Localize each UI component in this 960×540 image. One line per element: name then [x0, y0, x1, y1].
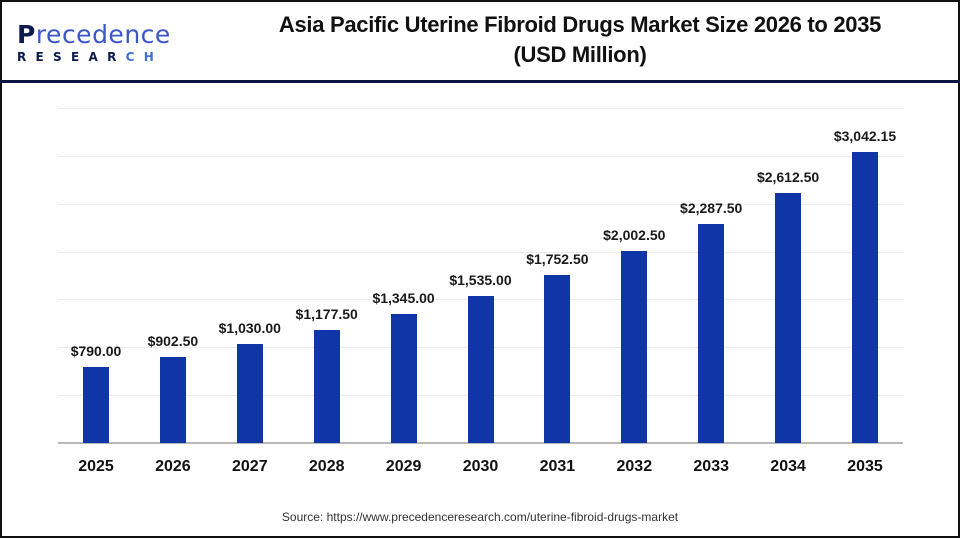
x-tick-label-2032: 2032 [616, 458, 653, 475]
logo-wordmark-rest: recedence [35, 20, 171, 49]
gridline [58, 108, 903, 109]
chart-title: Asia Pacific Uterine Fibroid Drugs Marke… [200, 10, 960, 70]
x-axis-line [58, 442, 903, 444]
x-tick-label-2026: 2026 [155, 458, 191, 475]
x-tick-label-2029: 2029 [385, 458, 422, 475]
gridline [58, 155, 903, 157]
data-label-2033: $2,287.50 [680, 200, 743, 217]
gridline [58, 203, 903, 205]
x-tick-label-2030: 2030 [462, 458, 499, 475]
bar-2035 [852, 151, 878, 443]
logo-wordmark: Precedence [17, 20, 170, 49]
bar-2026 [159, 356, 186, 443]
chart-title-line1: Asia Pacific Uterine Fibroid Drugs Marke… [278, 12, 882, 37]
logo-p-mark: P [17, 20, 36, 49]
data-label-2026: $902.50 [147, 332, 199, 349]
x-tick-label-2025: 2025 [78, 458, 114, 475]
bar-2033 [698, 224, 725, 443]
data-label-2034: $2,612.50 [756, 168, 820, 185]
header-divider [0, 80, 960, 83]
x-tick-label-2028: 2028 [308, 458, 345, 475]
x-tick-label-2033: 2033 [693, 458, 729, 475]
gridline [58, 251, 903, 253]
data-label-2031: $1,752.50 [526, 251, 589, 268]
data-label-2032: $2,002.50 [603, 227, 666, 244]
bar-2030 [467, 296, 494, 443]
logo-subtitle: RESEARCH [17, 50, 157, 64]
data-label-2028: $1,177.50 [295, 306, 358, 323]
data-label-2027: $1,030.00 [218, 320, 281, 337]
bar-2031 [544, 275, 571, 443]
bar-2027 [236, 344, 263, 443]
chart-title-line2: (USD Million) [513, 42, 647, 67]
bar-2034 [775, 192, 802, 443]
bar-2032 [621, 251, 648, 443]
frame-top-border [0, 0, 960, 2]
bar-2025 [83, 367, 109, 443]
bar-2028 [313, 330, 340, 443]
x-tick-label-2031: 2031 [539, 458, 576, 475]
x-tick-label-2034: 2034 [770, 458, 806, 475]
source-note: Source: https://www.precedenceresearch.c… [281, 510, 679, 524]
logo-subtitle-accent: CH [125, 50, 164, 64]
x-tick-label-2035: 2035 [847, 458, 883, 475]
logo-subtitle-main: RESEAR [17, 50, 126, 64]
x-tick-label-2027: 2027 [232, 458, 268, 475]
bar-2029 [390, 314, 417, 443]
precedence-research-logo: Precedence RESEARCH [17, 20, 170, 65]
data-label-2025: $790.00 [70, 343, 122, 360]
data-label-2029: $1,345.00 [372, 290, 435, 307]
data-label-2035: $3,042.15 [833, 127, 897, 144]
data-label-2030: $1,535.00 [449, 272, 512, 289]
